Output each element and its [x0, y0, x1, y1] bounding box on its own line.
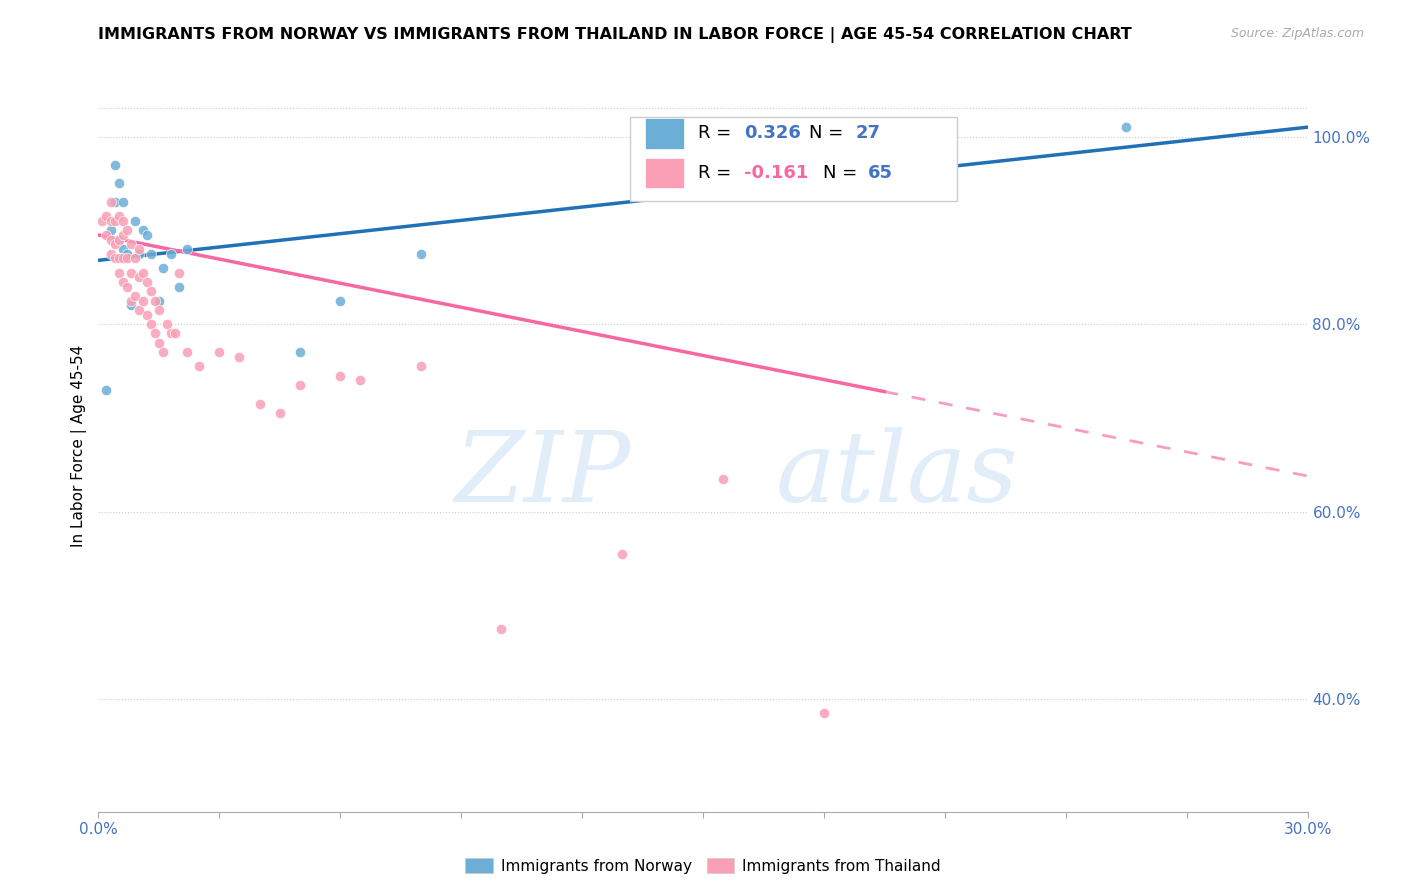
Text: 27: 27 — [855, 125, 880, 143]
Point — [139, 285, 162, 299]
Point — [349, 373, 371, 387]
Point — [148, 293, 170, 308]
Point — [120, 266, 142, 280]
Point — [167, 266, 190, 280]
Point — [288, 378, 311, 392]
Point — [139, 246, 162, 260]
Point — [135, 275, 157, 289]
Point — [128, 246, 150, 260]
Point — [249, 397, 271, 411]
Text: N =: N = — [823, 164, 863, 182]
Point — [167, 279, 190, 293]
Point — [115, 279, 138, 293]
Point — [100, 214, 122, 228]
Point — [111, 252, 134, 266]
Point — [120, 293, 142, 308]
Point — [152, 260, 174, 275]
Point — [132, 223, 155, 237]
Point — [409, 359, 432, 374]
FancyBboxPatch shape — [630, 117, 957, 201]
Point — [612, 547, 634, 561]
Point — [115, 252, 138, 266]
Point — [107, 177, 129, 191]
Text: ZIP: ZIP — [454, 427, 630, 523]
Point — [103, 195, 125, 210]
Text: IMMIGRANTS FROM NORWAY VS IMMIGRANTS FROM THAILAND IN LABOR FORCE | AGE 45-54 CO: IMMIGRANTS FROM NORWAY VS IMMIGRANTS FRO… — [98, 27, 1132, 43]
Point — [111, 275, 134, 289]
Point — [103, 158, 125, 172]
Point — [128, 270, 150, 285]
Point — [103, 214, 125, 228]
Point — [163, 326, 186, 341]
Point — [711, 472, 734, 486]
Point — [96, 209, 118, 223]
Point — [148, 303, 170, 318]
Point — [120, 298, 142, 312]
Point — [128, 303, 150, 318]
Point — [111, 242, 134, 256]
Point — [288, 345, 311, 359]
Text: Source: ZipAtlas.com: Source: ZipAtlas.com — [1230, 27, 1364, 40]
Point — [115, 246, 138, 260]
Point — [100, 246, 122, 260]
Text: 65: 65 — [868, 164, 893, 182]
Point — [1115, 120, 1137, 135]
Point — [160, 326, 183, 341]
Point — [148, 335, 170, 350]
Point — [124, 252, 146, 266]
Y-axis label: In Labor Force | Age 45-54: In Labor Force | Age 45-54 — [72, 345, 87, 547]
Point — [100, 223, 122, 237]
Point — [491, 622, 513, 636]
Text: atlas: atlas — [776, 427, 1018, 523]
Point — [152, 345, 174, 359]
Point — [96, 227, 118, 242]
Point — [107, 233, 129, 247]
Point — [143, 326, 166, 341]
Point — [107, 252, 129, 266]
Point — [143, 293, 166, 308]
Point — [139, 317, 162, 331]
Point — [103, 237, 125, 252]
Legend: Immigrants from Norway, Immigrants from Thailand: Immigrants from Norway, Immigrants from … — [460, 852, 946, 880]
Point — [120, 237, 142, 252]
Point — [107, 209, 129, 223]
Point — [135, 227, 157, 242]
Point — [176, 242, 198, 256]
Bar — [645, 158, 683, 188]
Point — [103, 252, 125, 266]
Point — [329, 293, 352, 308]
Point — [111, 214, 134, 228]
Point — [132, 293, 155, 308]
Point — [176, 345, 198, 359]
Point — [124, 214, 146, 228]
Point — [100, 233, 122, 247]
Point — [188, 359, 211, 374]
Point — [107, 266, 129, 280]
Point — [135, 308, 157, 322]
Point — [111, 195, 134, 210]
Point — [100, 195, 122, 210]
Point — [91, 214, 114, 228]
Point — [96, 383, 118, 397]
Text: R =: R = — [699, 125, 737, 143]
Point — [107, 233, 129, 247]
Point — [269, 406, 291, 420]
Point — [156, 317, 179, 331]
Point — [115, 223, 138, 237]
Point — [132, 266, 155, 280]
Point — [128, 242, 150, 256]
Point — [813, 706, 835, 721]
Point — [329, 368, 352, 383]
Point — [124, 289, 146, 303]
Bar — [645, 118, 683, 149]
Point — [208, 345, 231, 359]
Point — [160, 246, 183, 260]
Text: R =: R = — [699, 164, 737, 182]
Text: N =: N = — [810, 125, 849, 143]
Text: 0.326: 0.326 — [744, 125, 801, 143]
Point — [111, 227, 134, 242]
Text: -0.161: -0.161 — [744, 164, 808, 182]
Point — [409, 246, 432, 260]
Point — [228, 350, 250, 364]
